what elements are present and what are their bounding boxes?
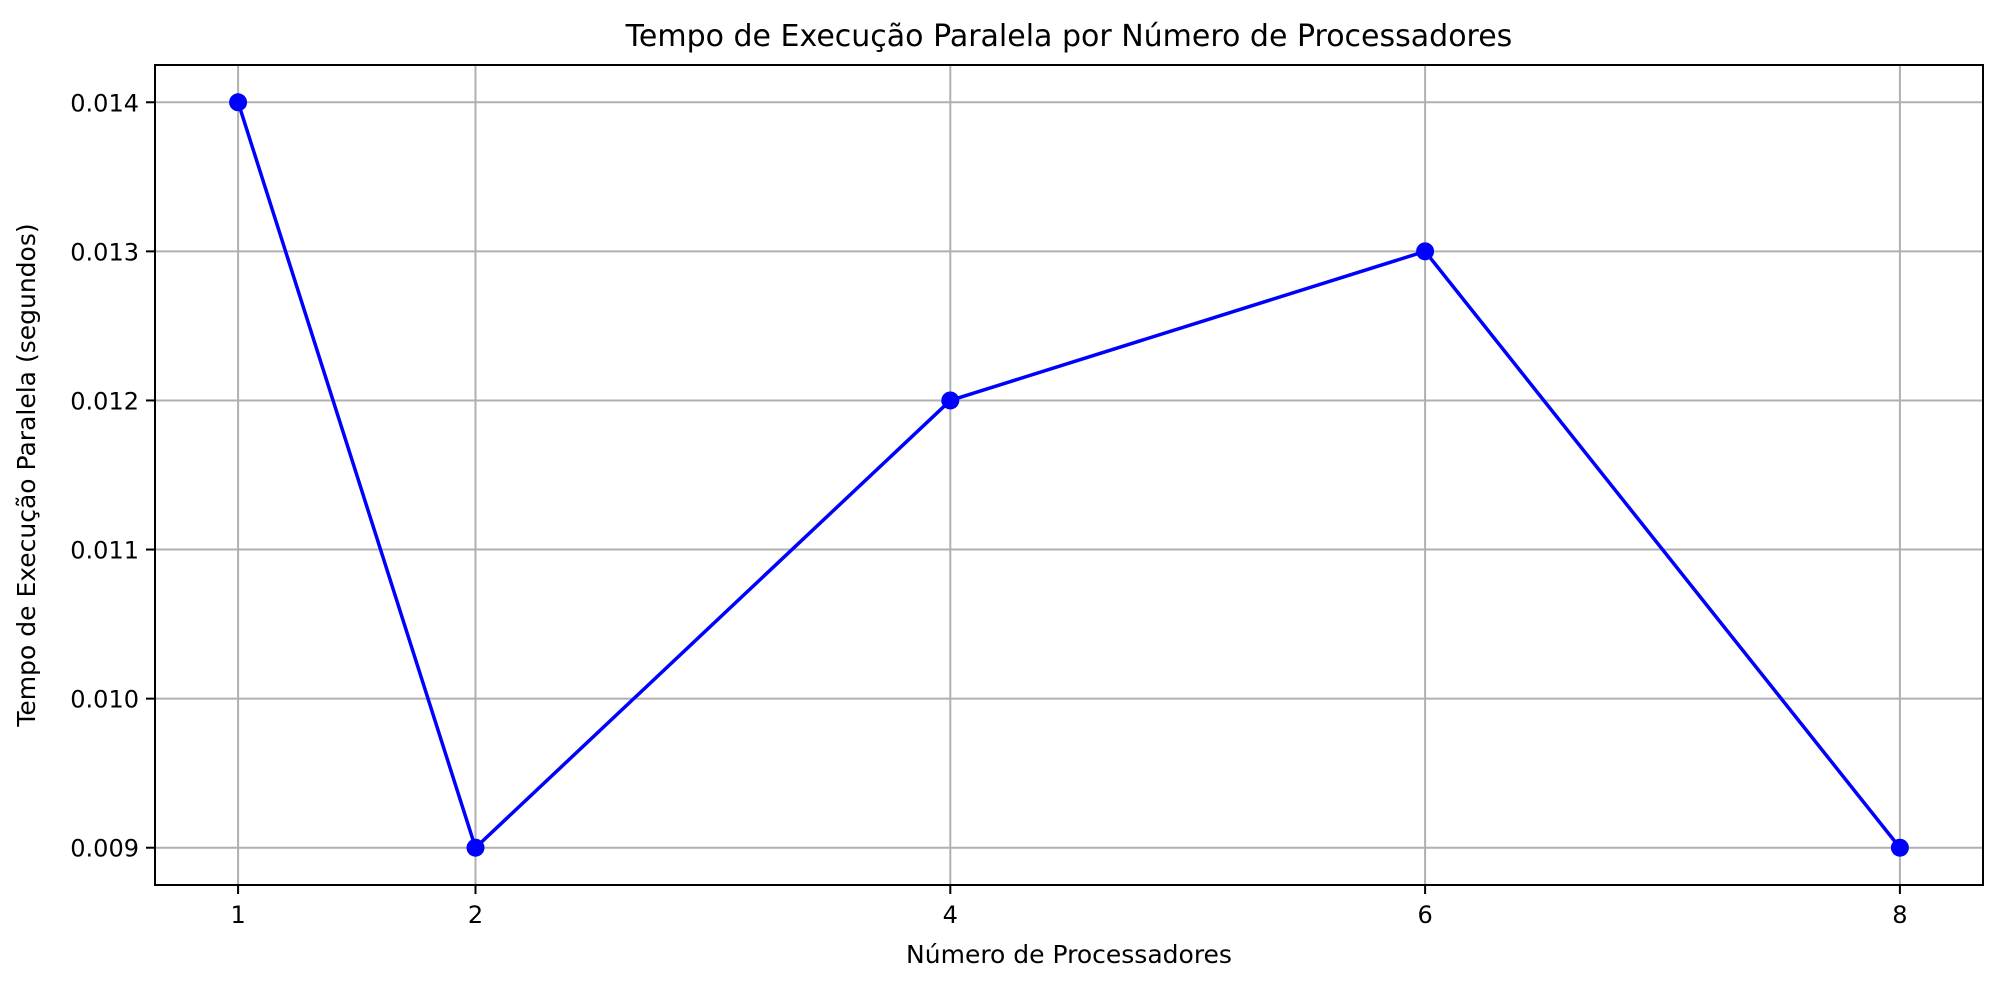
- y-tick-label: 0.012: [70, 387, 139, 415]
- data-point: [1890, 838, 1909, 857]
- x-axis-ticks: 1 2 4 6 8: [230, 885, 1908, 929]
- y-tick-label: 0.009: [70, 835, 139, 863]
- data-point: [1416, 242, 1435, 261]
- y-tick-label: 0.011: [70, 537, 139, 565]
- x-tick-label: 4: [943, 901, 958, 929]
- y-tick-label: 0.010: [70, 686, 139, 714]
- y-axis-ticks: 0.009 0.010 0.011 0.012 0.013 0.014: [70, 89, 155, 863]
- y-axis-label: Tempo de Execução Paralela (segundos): [12, 223, 41, 727]
- x-tick-label: 6: [1417, 901, 1432, 929]
- x-tick-label: 1: [230, 901, 245, 929]
- y-tick-label: 0.013: [70, 238, 139, 266]
- grid: [155, 65, 1983, 885]
- data-point: [229, 93, 248, 112]
- series-layer: [229, 93, 1909, 857]
- data-point: [941, 391, 960, 410]
- y-tick-label: 0.014: [70, 89, 139, 117]
- x-tick-label: 8: [1892, 901, 1907, 929]
- plot-frame: [154, 64, 1984, 886]
- x-axis-label: Número de Processadores: [906, 940, 1232, 969]
- chart-title: Tempo de Execução Paralela por Número de…: [625, 19, 1513, 54]
- data-point: [466, 838, 485, 857]
- x-tick-label: 2: [468, 901, 483, 929]
